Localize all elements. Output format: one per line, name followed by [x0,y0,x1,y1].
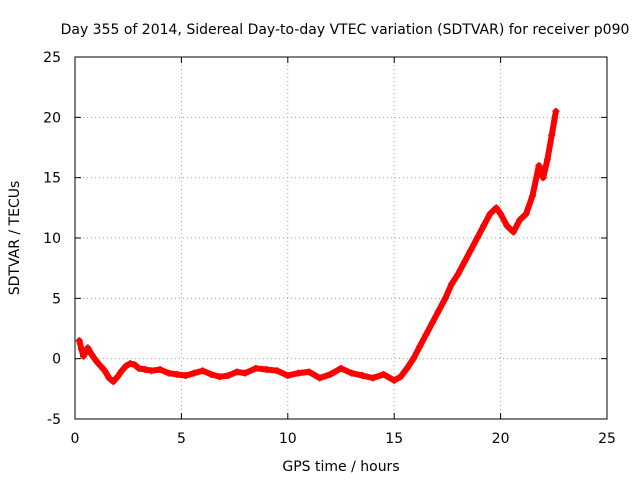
data-point [75,337,83,345]
data-point [141,366,149,374]
data-point [190,369,198,377]
data-point [165,369,173,377]
x-tick-label: 0 [71,431,80,447]
data-point [492,204,500,212]
data-point [403,364,411,372]
data-point [126,359,134,367]
y-tick-label: 0 [52,352,61,368]
data-point [135,364,143,372]
data-point [429,318,437,326]
x-axis-label: GPS time / hours [282,459,399,475]
data-point [516,216,524,224]
y-axis-label: SDTVAR / TECUs [7,181,23,296]
data-point [252,364,260,372]
data-point [97,362,105,370]
data-point [390,376,398,384]
series-trace [76,108,559,385]
data-point [326,370,334,378]
y-tick-label: 10 [43,231,61,247]
data-point [422,331,430,339]
data-point [148,367,156,375]
data-point [397,373,405,381]
data-point [263,366,271,374]
data-point [358,372,366,380]
data-point [241,369,249,377]
data-point [539,174,547,182]
data-point [224,372,232,380]
data-point [233,368,241,376]
data-point [273,367,281,375]
data-point [77,345,85,353]
data-point [467,246,475,254]
data-point [337,364,345,372]
data-point [448,280,456,288]
data-point [82,349,90,357]
data-point [552,107,560,115]
data-point [473,234,481,242]
data-point [509,228,517,236]
x-tick-label: 25 [598,431,616,447]
chart-title: Day 355 of 2014, Sidereal Day-to-day VTE… [61,22,630,38]
data-point [156,366,164,374]
data-point [88,351,96,359]
data-point [535,162,543,170]
data-point [460,258,468,266]
data-point [80,352,88,360]
data-point [182,372,190,380]
data-point [380,370,388,378]
data-point [441,294,449,302]
data-point [348,369,356,377]
data-point [529,192,537,200]
grid [75,57,607,419]
y-tick-label: 20 [43,110,61,126]
data-point [84,344,92,352]
data-point [480,222,488,230]
data-point [284,372,292,380]
data-point [416,343,424,351]
data-point [105,374,113,382]
data-point [497,210,505,218]
data-point [369,374,377,382]
data-point [101,367,109,375]
data-point [92,357,100,365]
x-tick-label: 5 [177,431,186,447]
data-series [75,107,560,386]
data-point [199,367,207,375]
y-tick-label: 15 [43,171,61,187]
x-tick-label: 15 [385,431,403,447]
data-point [305,368,313,376]
data-point [294,369,302,377]
data-point [118,367,126,375]
data-point [435,306,443,314]
y-tick-label: -5 [47,412,61,428]
data-point [409,355,417,363]
data-point [316,374,324,382]
data-point [114,373,122,381]
data-point [131,361,139,369]
x-tick-label: 10 [279,431,297,447]
data-point [109,378,117,386]
data-point [207,370,215,378]
data-point [503,222,511,230]
data-point [548,131,556,139]
axis-ticks: 0 5 10 15 20 25 -5 0 5 10 15 20 25 [43,50,616,447]
y-tick-label: 25 [43,50,61,66]
data-point [173,370,181,378]
data-point [216,373,224,381]
data-point [522,210,530,218]
data-point [454,270,462,278]
data-point [486,210,494,218]
y-tick-label: 5 [52,291,61,307]
data-point [543,156,551,164]
x-tick-label: 20 [492,431,510,447]
data-point [122,362,130,370]
